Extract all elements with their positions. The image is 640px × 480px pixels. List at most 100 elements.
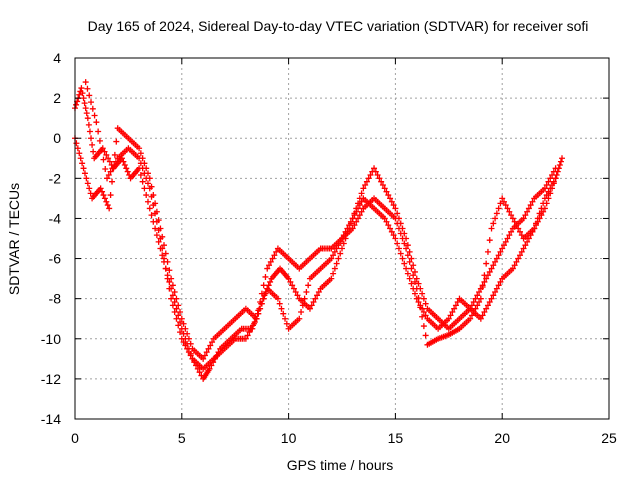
data-point-interp: [344, 225, 351, 232]
data-point-interp: [358, 208, 365, 215]
data-point-interp: [337, 250, 344, 257]
data-point-interp: [476, 288, 483, 295]
data-point-interp: [406, 248, 413, 255]
data-point-interp: [331, 265, 338, 272]
data-point-interp: [80, 95, 87, 102]
data-point-interp: [246, 329, 253, 336]
data-point-interp: [470, 309, 477, 316]
data-point-interp: [260, 295, 267, 302]
data-point-interp: [333, 245, 340, 252]
data-point-interp: [267, 258, 274, 265]
data-point-interp: [538, 205, 545, 212]
data-point-interp: [282, 315, 289, 322]
data-point-interp: [550, 178, 557, 185]
data-point-interp: [493, 210, 500, 217]
data-point-interp: [358, 190, 365, 197]
data-point-interp: [493, 285, 500, 292]
series-track-c: [82, 79, 559, 372]
data-point-interp: [422, 312, 429, 319]
data-point-interp: [177, 329, 184, 336]
data-point-interp: [515, 255, 522, 262]
data-point-interp: [410, 272, 417, 279]
data-point-interp: [504, 205, 511, 212]
data-point: [541, 195, 548, 202]
data-point-interp: [203, 349, 210, 356]
data-point: [136, 145, 143, 152]
y-tick-label: 0: [53, 130, 61, 146]
data-point-interp: [543, 192, 550, 199]
data-point-interp: [495, 282, 502, 289]
data-point-interp: [90, 148, 97, 155]
data-point-interp: [335, 242, 342, 249]
data-point-interp: [422, 332, 429, 339]
data-point: [509, 215, 516, 222]
data-point-interp: [408, 280, 415, 287]
plot-frame: [74, 57, 610, 420]
data-point-interp: [112, 158, 119, 165]
data-point-interp: [269, 255, 276, 262]
data-point-interp: [155, 238, 162, 245]
y-tick-label: -8: [49, 291, 62, 307]
data-point-interp: [550, 168, 557, 175]
data-point: [520, 215, 527, 222]
data-point-interp: [148, 212, 155, 219]
data-point-interp: [150, 202, 157, 209]
data-point-interp: [100, 156, 107, 163]
data-point-interp: [74, 145, 81, 152]
data-point-interp: [388, 228, 395, 235]
data-point-interp: [308, 302, 315, 309]
data-point-interp: [169, 292, 176, 299]
data-point-interp: [301, 295, 308, 302]
data-point-interp: [278, 305, 285, 312]
y-tick-label: -12: [41, 371, 61, 387]
data-point-interp: [524, 238, 531, 245]
data-point-interp: [109, 165, 116, 172]
data-point-interp: [171, 309, 178, 316]
data-point-interp: [187, 340, 194, 347]
data-point-interp: [96, 137, 103, 144]
data-point-interp: [175, 322, 182, 329]
data-point: [559, 155, 566, 162]
data-point-interp: [175, 312, 182, 319]
data-point-interp: [294, 292, 301, 299]
y-tick-label: -6: [49, 251, 62, 267]
data-point-interp: [103, 151, 110, 158]
data-point-interp: [346, 222, 353, 229]
data-point-interp: [305, 282, 312, 289]
data-point: [104, 175, 111, 182]
data-point-interp: [513, 222, 520, 229]
data-points: [72, 79, 566, 382]
data-point-interp: [492, 215, 499, 222]
data-point-interp: [355, 200, 362, 207]
data-point-interp: [483, 305, 490, 312]
data-point-interp: [73, 140, 80, 147]
data-point-interp: [419, 313, 426, 320]
data-point-interp: [420, 323, 427, 330]
data-point-interp: [449, 309, 456, 316]
data-point-interp: [182, 342, 189, 349]
data-point-interp: [315, 288, 322, 295]
data-point: [80, 165, 87, 172]
data-point-interp: [101, 195, 108, 202]
data-point-interp: [153, 232, 160, 239]
data-point-interp: [508, 212, 515, 219]
data-point-interp: [411, 278, 418, 285]
data-point-interp: [166, 285, 173, 292]
data-point-interp: [89, 141, 96, 148]
data-point-interp: [379, 182, 386, 189]
data-point-interp: [276, 300, 283, 307]
data-point-interp: [164, 275, 171, 282]
data-point-interp: [153, 218, 160, 225]
data-point-interp: [540, 208, 547, 215]
data-point-interp: [330, 270, 337, 277]
data-point-interp: [175, 302, 182, 309]
data-point-interp: [508, 228, 515, 235]
data-point-interp: [367, 171, 374, 178]
data-point-interp: [378, 178, 385, 185]
data-point-interp: [137, 160, 144, 167]
x-tick-label: 20: [494, 430, 510, 446]
data-point-interp: [98, 147, 105, 154]
data-point-interp: [506, 208, 513, 215]
data-point-interp: [143, 175, 150, 182]
data-point-interp: [492, 288, 499, 295]
